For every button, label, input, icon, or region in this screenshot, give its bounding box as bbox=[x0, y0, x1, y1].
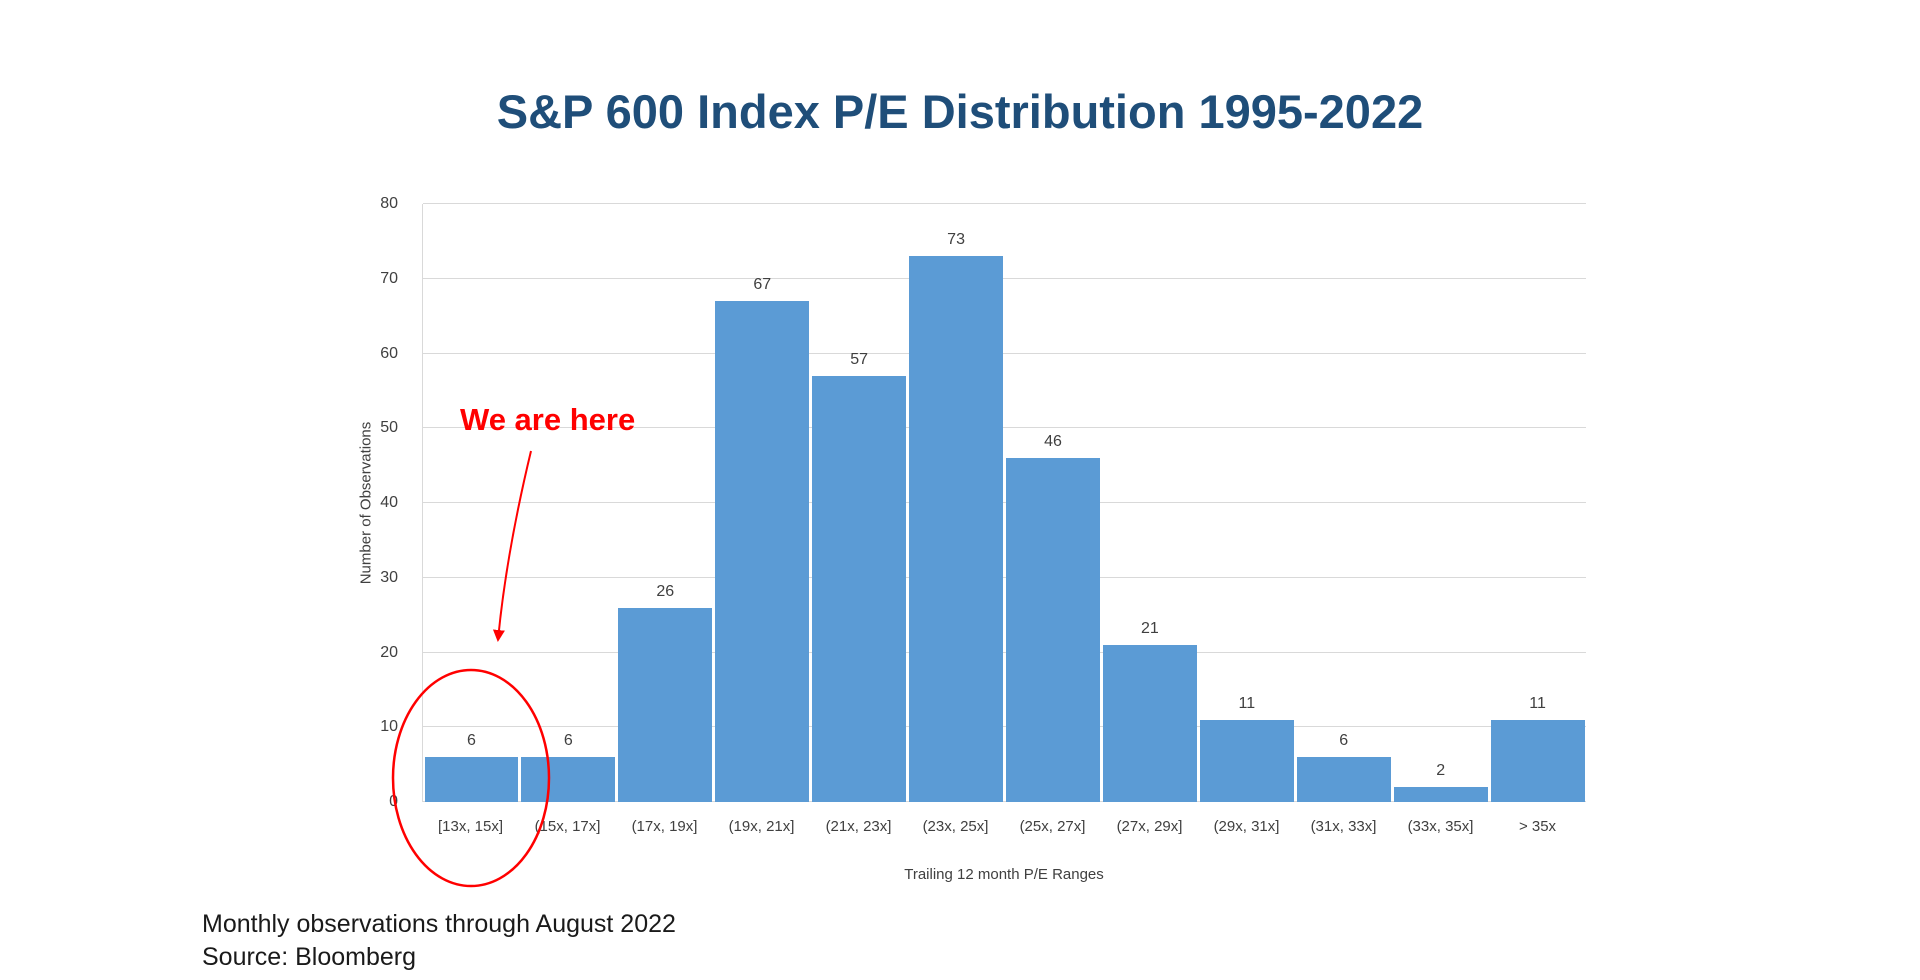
x-axis-title: Trailing 12 month P/E Ranges bbox=[904, 866, 1104, 883]
x-tick-label: (27x, 29x] bbox=[1116, 818, 1183, 835]
x-axis-labels: [13x, 15x] (15x, 17x] (17x, 19x] (19x, 21x]… bbox=[422, 818, 1586, 835]
y-tick-label: 30 bbox=[380, 568, 398, 586]
bar bbox=[521, 757, 616, 802]
gridline bbox=[423, 502, 1586, 503]
y-tick-label: 60 bbox=[380, 344, 398, 362]
gridline bbox=[423, 726, 1586, 728]
y-axis-ticks: 0 10 20 30 40 50 60 70 80 bbox=[352, 195, 408, 810]
bar-column: 21 bbox=[1101, 204, 1198, 802]
bar-column: 11 bbox=[1489, 204, 1586, 802]
bar-value-label: 57 bbox=[850, 350, 869, 368]
gridline bbox=[423, 651, 1586, 653]
bar-column: 2 bbox=[1392, 204, 1489, 802]
y-tick-label: 0 bbox=[389, 793, 398, 810]
y-tick-label: 70 bbox=[380, 269, 398, 287]
bar-column: 46 bbox=[1005, 204, 1102, 802]
bar-value-label: 67 bbox=[753, 276, 772, 294]
gridline bbox=[423, 427, 1586, 429]
bar-value-label: 6 bbox=[563, 732, 573, 750]
bar bbox=[424, 757, 519, 802]
bar-value-label: 21 bbox=[1141, 620, 1159, 638]
bar-value-label: 11 bbox=[1529, 694, 1546, 712]
bar-value-label: 26 bbox=[656, 582, 675, 600]
y-tick-label: 40 bbox=[380, 494, 398, 511]
gridline bbox=[423, 576, 1586, 578]
x-tick-label: > 35x bbox=[1518, 818, 1557, 835]
x-tick-label: (31x, 33x] bbox=[1310, 818, 1377, 835]
bar-value-label: 6 bbox=[1339, 732, 1349, 750]
footer: Monthly observations through August 2022… bbox=[202, 908, 676, 973]
x-tick-label: (21x, 23x] bbox=[825, 818, 892, 835]
x-tick-label: (15x, 17x] bbox=[534, 818, 601, 835]
y-tick-label: 50 bbox=[380, 419, 398, 437]
x-tick-label: (17x, 19x] bbox=[631, 818, 698, 835]
bar bbox=[1490, 719, 1585, 802]
gridline bbox=[423, 277, 1586, 279]
x-tick-label: (25x, 27x] bbox=[1019, 818, 1086, 835]
bar-value-label: 46 bbox=[1044, 433, 1062, 451]
gridline bbox=[423, 801, 1586, 802]
x-tick-label: (19x, 21x] bbox=[728, 818, 795, 835]
bar-column: 6 bbox=[520, 204, 617, 802]
y-tick-label: 80 bbox=[380, 195, 398, 212]
bar-series: 6 6 26 67 57 73 46 21 11 6 2 11 bbox=[423, 204, 1586, 802]
bar-column: 6 bbox=[423, 204, 520, 802]
bar-value-label: 73 bbox=[947, 231, 965, 249]
bar bbox=[715, 301, 810, 802]
bar-column: 67 bbox=[714, 204, 811, 802]
x-tick-label: (33x, 35x] bbox=[1407, 818, 1474, 835]
bar-column: 6 bbox=[1295, 204, 1392, 802]
chart-title: S&P 600 Index P/E Distribution 1995-2022 bbox=[496, 85, 1424, 138]
bar bbox=[1006, 458, 1100, 802]
bar-column: 57 bbox=[811, 204, 908, 802]
bar bbox=[812, 375, 907, 802]
bar bbox=[1199, 719, 1294, 802]
x-tick-label: (29x, 31x] bbox=[1213, 818, 1280, 835]
bar-column: 73 bbox=[908, 204, 1005, 802]
footer-source: Source: Bloomberg bbox=[202, 942, 417, 971]
bar-column: 26 bbox=[617, 204, 714, 802]
gridline bbox=[423, 352, 1586, 354]
plot-area: 6 6 26 67 57 73 46 21 11 6 2 11 bbox=[422, 203, 1586, 802]
annotation-text: We are here bbox=[460, 402, 636, 437]
bar-value-label: 2 bbox=[1436, 762, 1446, 780]
bar bbox=[1393, 787, 1488, 802]
bar-value-label: 11 bbox=[1238, 694, 1256, 712]
bar bbox=[1102, 645, 1197, 802]
gridline bbox=[423, 203, 1586, 204]
x-tick-label: [13x, 15x] bbox=[437, 818, 504, 835]
y-tick-label: 10 bbox=[380, 718, 398, 736]
y-tick-label: 20 bbox=[380, 643, 398, 661]
bar-value-label: 6 bbox=[467, 732, 476, 750]
footer-note: Monthly observations through August 2022 bbox=[202, 910, 676, 938]
x-tick-label: (23x, 25x] bbox=[922, 818, 989, 835]
bar-column: 11 bbox=[1198, 204, 1295, 802]
bar bbox=[909, 256, 1004, 802]
bar bbox=[618, 607, 713, 802]
bar bbox=[1296, 757, 1391, 802]
